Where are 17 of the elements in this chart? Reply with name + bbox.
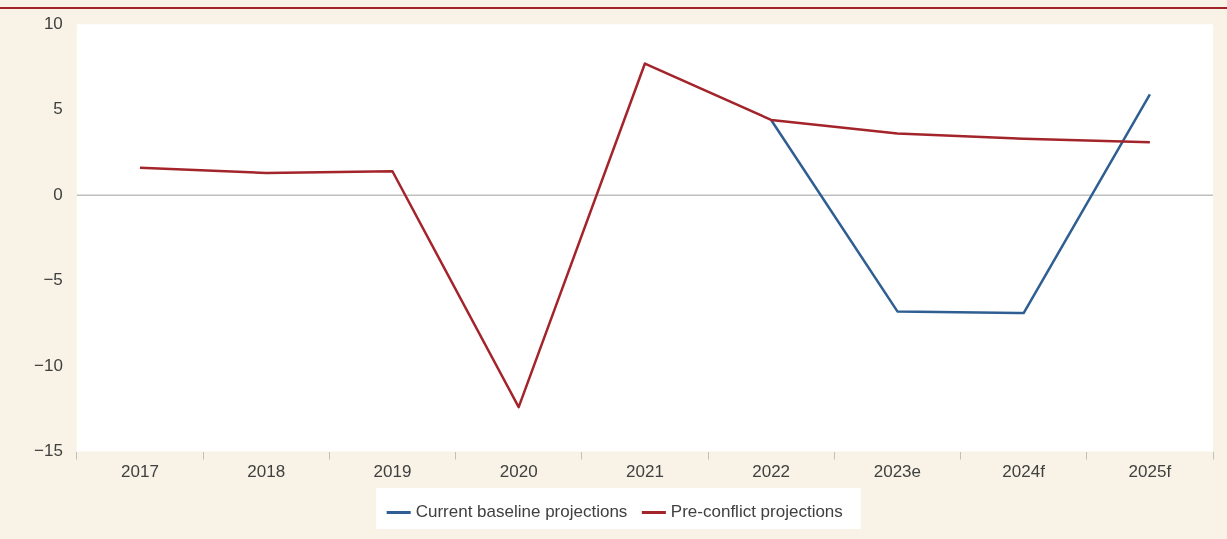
x-tick-label: 2018 (247, 462, 286, 482)
legend-label: Pre-conflict projections (670, 502, 843, 522)
y-tick-label: 10 (43, 13, 63, 33)
y-tick-label: 0 (53, 184, 63, 204)
x-tick-label: 2025f (1128, 462, 1172, 482)
x-tick-label: 2024f (1002, 462, 1046, 482)
y-tick-label: −10 (33, 355, 63, 375)
y-tick-label: −5 (43, 270, 63, 290)
legend-label: Current baseline projections (415, 502, 628, 522)
x-tick-label: 2023e (873, 462, 922, 482)
y-tick-label: 5 (53, 99, 63, 119)
x-tick-label: 2020 (499, 462, 538, 482)
x-tick-label: 2022 (752, 462, 791, 482)
x-tick-label: 2021 (626, 462, 664, 482)
x-tick-label: 2017 (121, 462, 159, 482)
y-tick-label: −15 (33, 441, 63, 461)
x-tick-label: 2019 (373, 462, 412, 482)
